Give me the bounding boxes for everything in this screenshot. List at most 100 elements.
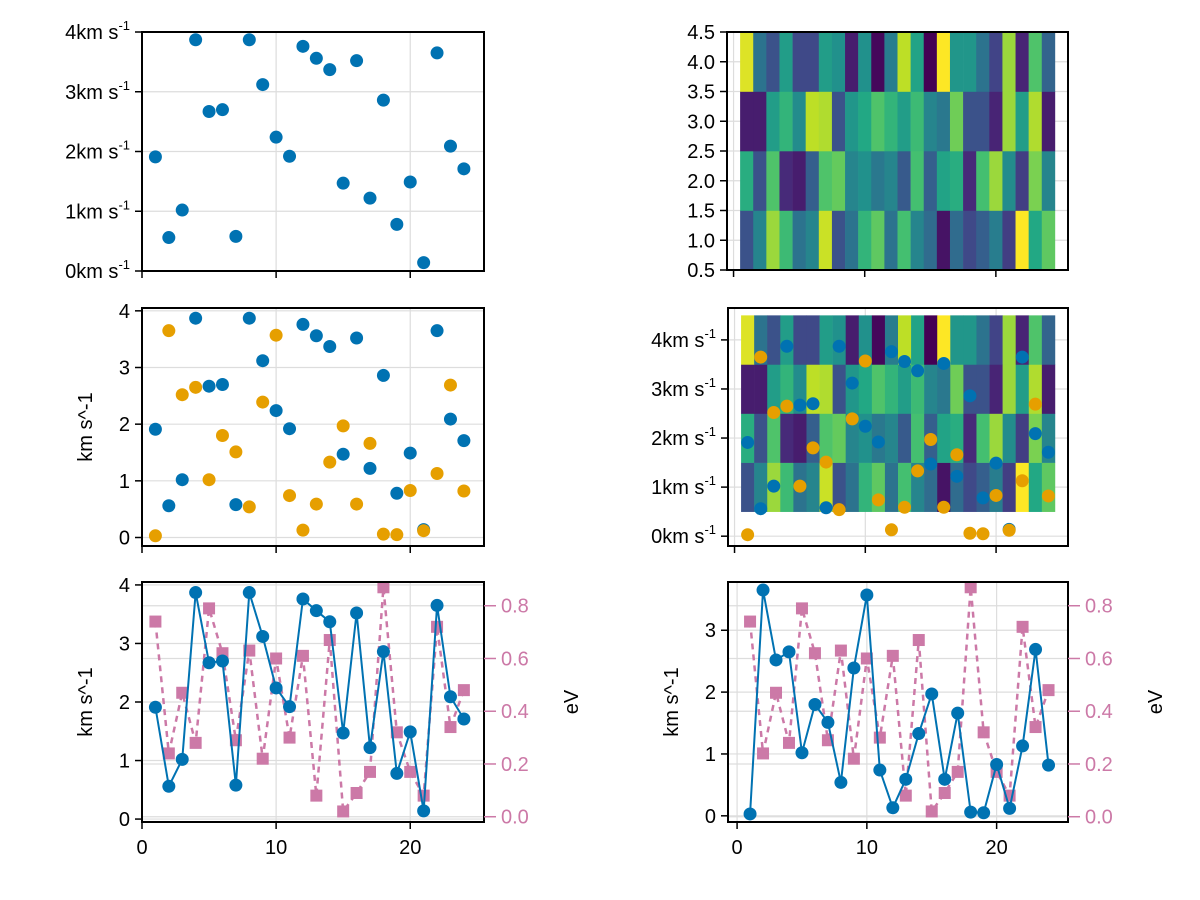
blue-point	[886, 801, 900, 815]
heatmap-cell	[806, 315, 820, 365]
blue-point	[963, 389, 977, 403]
y-tick-label: 2	[119, 414, 130, 436]
blue-point	[323, 340, 337, 354]
blue-point	[390, 486, 404, 500]
heatmap-cell	[989, 413, 1003, 463]
blue-point	[269, 681, 283, 695]
blue-point	[376, 645, 390, 659]
pink-point	[404, 765, 417, 778]
blue-point	[741, 435, 755, 449]
heatmap-cell	[831, 91, 846, 152]
blue-point	[990, 757, 1004, 771]
blue-point	[756, 583, 770, 597]
heatmap-cell	[923, 91, 938, 152]
y2-tick-label: 0.4	[501, 701, 529, 723]
orange-point	[989, 488, 1003, 502]
orange-point	[189, 380, 203, 394]
heatmap-cell	[858, 151, 872, 211]
blue-point	[860, 588, 874, 602]
blue-point	[242, 586, 256, 600]
heatmap-cell	[845, 91, 859, 152]
heatmap-cell	[1041, 315, 1056, 365]
y-tick-label: 0km s-1	[65, 257, 130, 283]
heatmap-cell	[871, 91, 885, 152]
blue-point	[363, 191, 377, 205]
heatmap-cell	[898, 364, 912, 414]
y2-tick-label: 0.6	[1085, 648, 1113, 670]
blue-point	[175, 752, 189, 766]
pink-point	[270, 652, 283, 665]
y-tick-label: 1km s-1	[65, 197, 130, 223]
blue-point	[202, 104, 216, 118]
orange-point	[1028, 397, 1042, 411]
pink-point	[1042, 684, 1055, 697]
blue-point	[951, 706, 965, 720]
pink-point	[390, 726, 403, 739]
blue-point	[443, 139, 457, 153]
heatmap-cell	[884, 91, 898, 152]
y2-axis-title: eV	[561, 689, 583, 714]
blue-point	[256, 78, 270, 92]
heatmap-cell	[897, 210, 911, 271]
pink-point	[977, 726, 990, 739]
blue-point	[977, 806, 991, 820]
orange-point	[296, 523, 310, 537]
heatmap-cell	[845, 462, 860, 512]
y-tick-label: 1	[119, 751, 130, 773]
heatmap-cell	[1002, 91, 1016, 152]
heatmap-cell	[976, 315, 990, 365]
orange-point	[1015, 474, 1029, 488]
orange-point	[1002, 523, 1016, 537]
y-tick-label: 3km s-1	[65, 78, 130, 104]
blue-point	[350, 331, 364, 345]
heatmap-cell	[976, 413, 990, 463]
heatmap-cell	[976, 462, 990, 512]
orange-point	[202, 473, 216, 487]
heatmap-cell	[740, 32, 754, 92]
orange-point	[148, 529, 162, 543]
heatmap-cell	[949, 151, 964, 211]
pink-point	[457, 684, 470, 697]
heatmap-cell	[792, 32, 806, 92]
blue-point	[873, 763, 887, 777]
heatmap-cell	[989, 364, 1003, 414]
pink-point	[176, 686, 189, 699]
orange-point	[269, 328, 283, 342]
y-tick-label: 1	[705, 744, 716, 766]
y2-tick-label: 0.8	[1085, 596, 1113, 618]
pink-point	[1016, 620, 1029, 633]
blue-point	[403, 725, 417, 739]
heatmap-cell	[884, 462, 899, 512]
heatmap-cell	[871, 315, 886, 365]
heatmap-cell	[740, 151, 754, 211]
pink-point	[860, 652, 873, 665]
y-tick-label: 0	[119, 809, 130, 831]
heatmap-cell	[910, 210, 925, 271]
heatmap-cell	[818, 210, 833, 271]
heatmap-cell	[976, 32, 990, 92]
y-tick-label: 2.5	[687, 141, 715, 163]
heatmap-cell	[911, 413, 925, 463]
blue-point	[845, 376, 859, 390]
blue-point	[296, 592, 310, 606]
blue-point	[457, 712, 471, 726]
heatmap-cell	[819, 462, 833, 512]
blue-point	[269, 130, 283, 144]
heatmap-cell	[898, 462, 912, 512]
heatmap-cell	[989, 91, 1003, 152]
heatmap-cell	[766, 210, 780, 271]
y-tick-label: 4	[119, 301, 130, 323]
heatmap-cell	[831, 32, 846, 92]
y-tick-label: 0	[119, 528, 130, 550]
heatmap-cell	[1015, 462, 1030, 512]
heatmap-cell	[741, 462, 755, 512]
heatmap-cell	[989, 462, 1003, 512]
heatmap-cell	[1015, 210, 1029, 271]
orange-point	[242, 500, 256, 514]
heatmap-cell	[1002, 364, 1016, 414]
blue-point	[847, 661, 861, 675]
pink-point	[203, 602, 216, 615]
x-tick-label: 20	[986, 837, 1008, 859]
y-axis-title: km s^-1	[75, 667, 97, 736]
blue-point	[336, 447, 350, 461]
